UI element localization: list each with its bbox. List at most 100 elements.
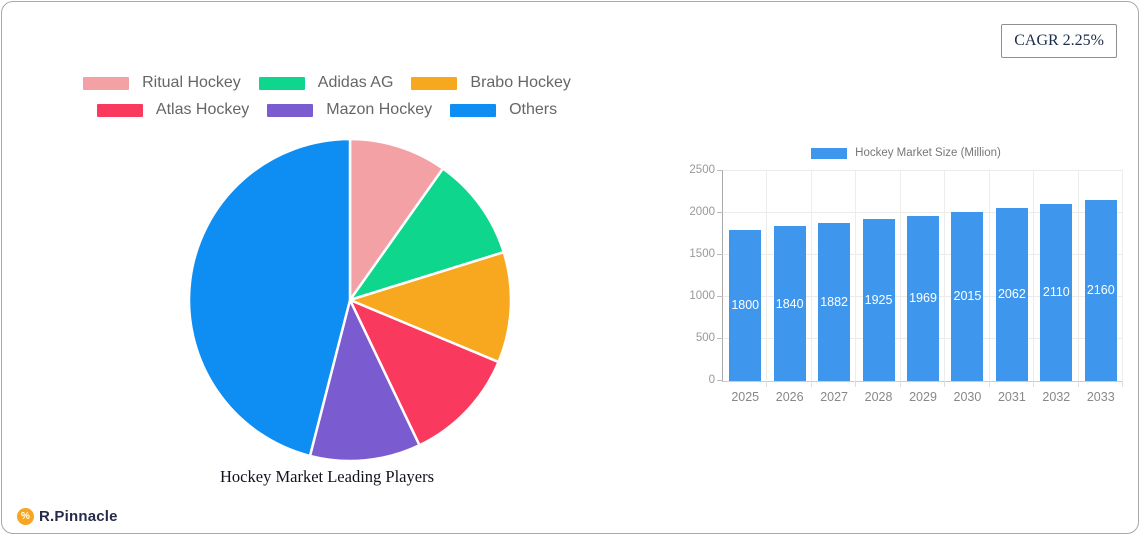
y-axis-label: 0 — [708, 374, 715, 386]
brand-logo-text: R.Pinnacle — [39, 508, 118, 525]
x-axis-label: 2025 — [731, 390, 760, 404]
x-axis-tick — [899, 381, 901, 387]
cagr-badge: CAGR 2.25% — [1001, 24, 1117, 58]
bar-legend-label: Hockey Market Size (Million) — [855, 147, 1001, 159]
x-axis-tick — [944, 381, 946, 387]
gridline — [944, 171, 946, 381]
pie-legend-item-adidas-ag[interactable]: Adidas AG — [258, 74, 394, 92]
gridline — [766, 171, 768, 381]
bar-2032[interactable]: 2110 — [1040, 203, 1073, 381]
bar-value-label: 1882 — [820, 294, 849, 309]
gridline — [855, 171, 857, 381]
pie-legend: Ritual Hockey Adidas AG Brabo Hockey Atl… — [2, 74, 652, 119]
pie-legend-item-others[interactable]: Others — [450, 101, 557, 119]
cagr-label: CAGR 2.25% — [1014, 32, 1104, 49]
x-axis-label: 2030 — [953, 390, 982, 404]
pie-slice-atlas-hockey[interactable] — [348, 298, 500, 447]
legend-swatch-icon — [258, 76, 305, 90]
gridline — [899, 171, 901, 381]
bar-value-label: 2015 — [953, 289, 982, 304]
x-axis-tick — [1122, 381, 1123, 387]
pie-chart-section: Ritual Hockey Adidas AG Brabo Hockey Atl… — [2, 2, 652, 533]
bar-value-label: 1969 — [909, 291, 937, 306]
x-axis-label: 2033 — [1086, 390, 1115, 404]
legend-label: Atlas Hockey — [155, 101, 250, 118]
pie-slice-adidas-ag[interactable] — [348, 167, 505, 302]
y-axis-tick — [717, 296, 723, 297]
bar-2026[interactable]: 1840 — [773, 226, 806, 381]
brand-logo: % R.Pinnacle — [17, 508, 118, 525]
x-axis-label: 2028 — [864, 390, 893, 404]
bar-value-label: 2160 — [1086, 283, 1115, 298]
x-axis-label: 2027 — [820, 390, 849, 404]
y-axis-tick — [717, 380, 723, 381]
legend-label: Brabo Hockey — [470, 74, 571, 91]
bar-chart-plot-area: 0 500 1000 1500 2000 2500 1800 2025 1840 2026 1882… — [689, 164, 1123, 404]
legend-label: Adidas AG — [317, 74, 394, 91]
legend-label: Mazon Hockey — [326, 101, 433, 118]
x-axis-label: 2029 — [909, 390, 937, 404]
pie-slice-mazon-hockey[interactable] — [308, 298, 421, 463]
pie-legend-item-atlas-hockey[interactable]: Atlas Hockey — [96, 101, 250, 119]
bar-chart-section: Hockey Market Size (Million) 0 500 1000 150… — [689, 147, 1138, 407]
pie-chart-title: Hockey Market Leading Players — [220, 467, 434, 486]
x-axis-tick — [988, 381, 990, 387]
bar-legend-item[interactable]: Hockey Market Size (Million) — [690, 147, 1122, 159]
x-axis-tick — [1033, 381, 1035, 387]
x-axis-label: 2026 — [775, 390, 804, 404]
bar-legend-swatch-icon — [811, 147, 848, 159]
pinnacle-logo-icon: % — [17, 508, 34, 525]
bar-2031[interactable]: 2062 — [995, 207, 1028, 381]
x-axis-tick — [766, 381, 768, 387]
legend-label: Others — [509, 101, 558, 118]
y-axis-label: 1000 — [689, 290, 715, 302]
x-axis-label: 2031 — [997, 390, 1026, 404]
pie-legend-item-brabo-hockey[interactable]: Brabo Hockey — [411, 74, 571, 92]
bar-2029[interactable]: 1969 — [907, 215, 939, 381]
y-axis-tick — [717, 212, 723, 213]
x-axis-tick — [1077, 381, 1079, 387]
pie-legend-item-ritual-hockey[interactable]: Ritual Hockey — [83, 74, 241, 92]
y-axis-label: 1500 — [689, 248, 715, 260]
legend-swatch-icon — [96, 103, 143, 117]
y-axis-label: 2500 — [689, 164, 715, 176]
y-axis-tick — [717, 254, 723, 255]
bar-value-label: 1925 — [864, 293, 893, 308]
bar-2033[interactable]: 2160 — [1084, 199, 1117, 381]
pie-slice-brabo-hockey[interactable] — [348, 250, 513, 364]
gridline — [1033, 171, 1035, 381]
bar-value-label: 2062 — [997, 287, 1026, 302]
gridline — [1077, 171, 1079, 381]
x-axis-tick — [855, 381, 857, 387]
y-axis-label: 2000 — [689, 206, 715, 218]
pie-slice-ritual-hockey[interactable] — [348, 137, 445, 302]
bar-2028[interactable]: 1925 — [862, 219, 895, 381]
bar-value-label: 2110 — [1042, 285, 1070, 300]
bar-2027[interactable]: 1882 — [818, 222, 851, 381]
pie-legend-row-2: Atlas Hockey Mazon Hockey Others — [96, 101, 557, 119]
bar-2025[interactable]: 1800 — [729, 229, 762, 381]
x-axis-tick — [810, 381, 812, 387]
bar-value-label: 1800 — [731, 298, 760, 313]
gridline — [723, 212, 1123, 213]
gridline — [810, 171, 812, 381]
gridline — [988, 171, 990, 381]
legend-label: Ritual Hockey — [142, 74, 241, 91]
pie-legend-item-mazon-hockey[interactable]: Mazon Hockey — [267, 101, 432, 119]
gridline — [1122, 171, 1123, 381]
y-axis-label: 500 — [695, 332, 715, 344]
bar-value-label: 1840 — [775, 296, 804, 311]
gridline — [723, 170, 1123, 171]
pie-legend-row-1: Ritual Hockey Adidas AG Brabo Hockey — [83, 74, 571, 92]
legend-swatch-icon — [83, 76, 130, 90]
y-axis-tick — [717, 170, 723, 171]
y-axis-tick — [717, 338, 723, 339]
legend-swatch-icon — [267, 103, 314, 117]
pie-slice-others[interactable] — [187, 137, 352, 458]
pie-chart — [187, 137, 513, 463]
x-axis-label: 2032 — [1042, 390, 1071, 404]
bar-2030[interactable]: 2015 — [951, 211, 984, 381]
legend-swatch-icon — [450, 103, 497, 117]
legend-swatch-icon — [411, 76, 458, 90]
